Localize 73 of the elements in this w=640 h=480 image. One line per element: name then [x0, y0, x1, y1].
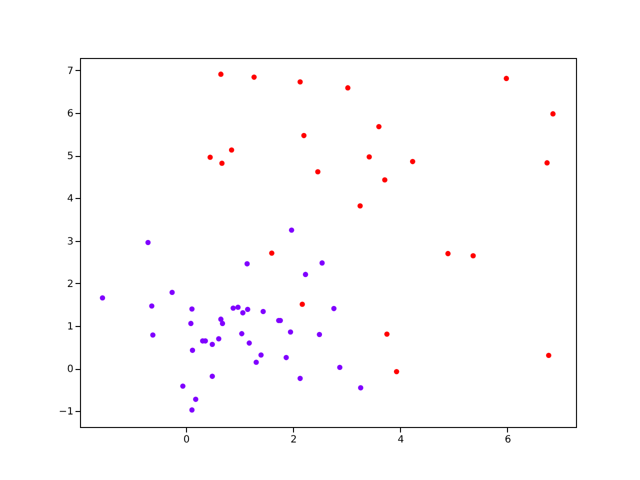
point — [218, 72, 224, 77]
point — [246, 340, 252, 346]
point — [288, 228, 294, 233]
point — [315, 169, 320, 174]
y-tick-label: 1 — [67, 322, 74, 333]
point — [298, 376, 303, 382]
point — [150, 332, 156, 338]
point — [188, 320, 194, 326]
x-tick-label: 4 — [398, 434, 404, 446]
y-tick-label: 6 — [67, 108, 74, 120]
point — [345, 85, 350, 90]
point — [230, 305, 236, 311]
point — [216, 336, 222, 342]
point — [300, 302, 305, 307]
point — [288, 329, 294, 335]
point — [284, 354, 289, 360]
point — [245, 306, 250, 312]
point — [218, 316, 224, 322]
point — [244, 261, 250, 266]
point — [316, 332, 322, 338]
point — [410, 158, 416, 164]
point — [258, 352, 264, 358]
point — [544, 160, 550, 166]
point — [546, 352, 552, 358]
point — [189, 306, 195, 312]
point — [382, 177, 388, 183]
point — [269, 250, 274, 256]
y-tick-label: 0 — [67, 364, 74, 376]
point — [239, 331, 244, 336]
point — [376, 124, 382, 130]
point — [357, 203, 363, 208]
point — [302, 272, 308, 278]
point — [504, 76, 510, 82]
y-tick-label: 3 — [67, 236, 74, 248]
point — [470, 253, 476, 258]
x-tick-label: 2 — [290, 434, 297, 446]
point — [210, 342, 215, 347]
point — [366, 154, 372, 160]
y-tick-label: 5 — [67, 151, 74, 162]
point — [219, 160, 225, 166]
point — [394, 368, 400, 374]
point — [319, 260, 325, 266]
point — [145, 240, 151, 246]
point — [301, 132, 307, 138]
x-tick-label: 6 — [504, 434, 512, 446]
point — [149, 303, 154, 309]
x-tick-label: 0 — [183, 434, 190, 446]
point — [180, 383, 186, 389]
point — [189, 407, 195, 413]
point — [358, 385, 364, 390]
point — [169, 290, 175, 295]
point — [100, 295, 106, 301]
point — [208, 154, 213, 160]
y-tick-label: 2 — [67, 278, 74, 290]
point — [254, 360, 259, 365]
point — [228, 147, 234, 153]
point — [210, 374, 215, 379]
point — [384, 331, 390, 337]
point — [337, 364, 342, 370]
point — [193, 396, 198, 402]
point — [331, 306, 337, 312]
point — [240, 310, 246, 316]
point — [251, 74, 257, 80]
y-tick-label: 4 — [67, 194, 74, 205]
y-tick-label: −1 — [58, 406, 74, 418]
point — [260, 308, 266, 314]
point — [298, 79, 303, 84]
point — [235, 304, 241, 310]
point — [220, 320, 226, 326]
point — [550, 111, 556, 116]
y-tick-label: 7 — [67, 66, 74, 77]
point — [445, 250, 451, 256]
point — [190, 348, 196, 353]
